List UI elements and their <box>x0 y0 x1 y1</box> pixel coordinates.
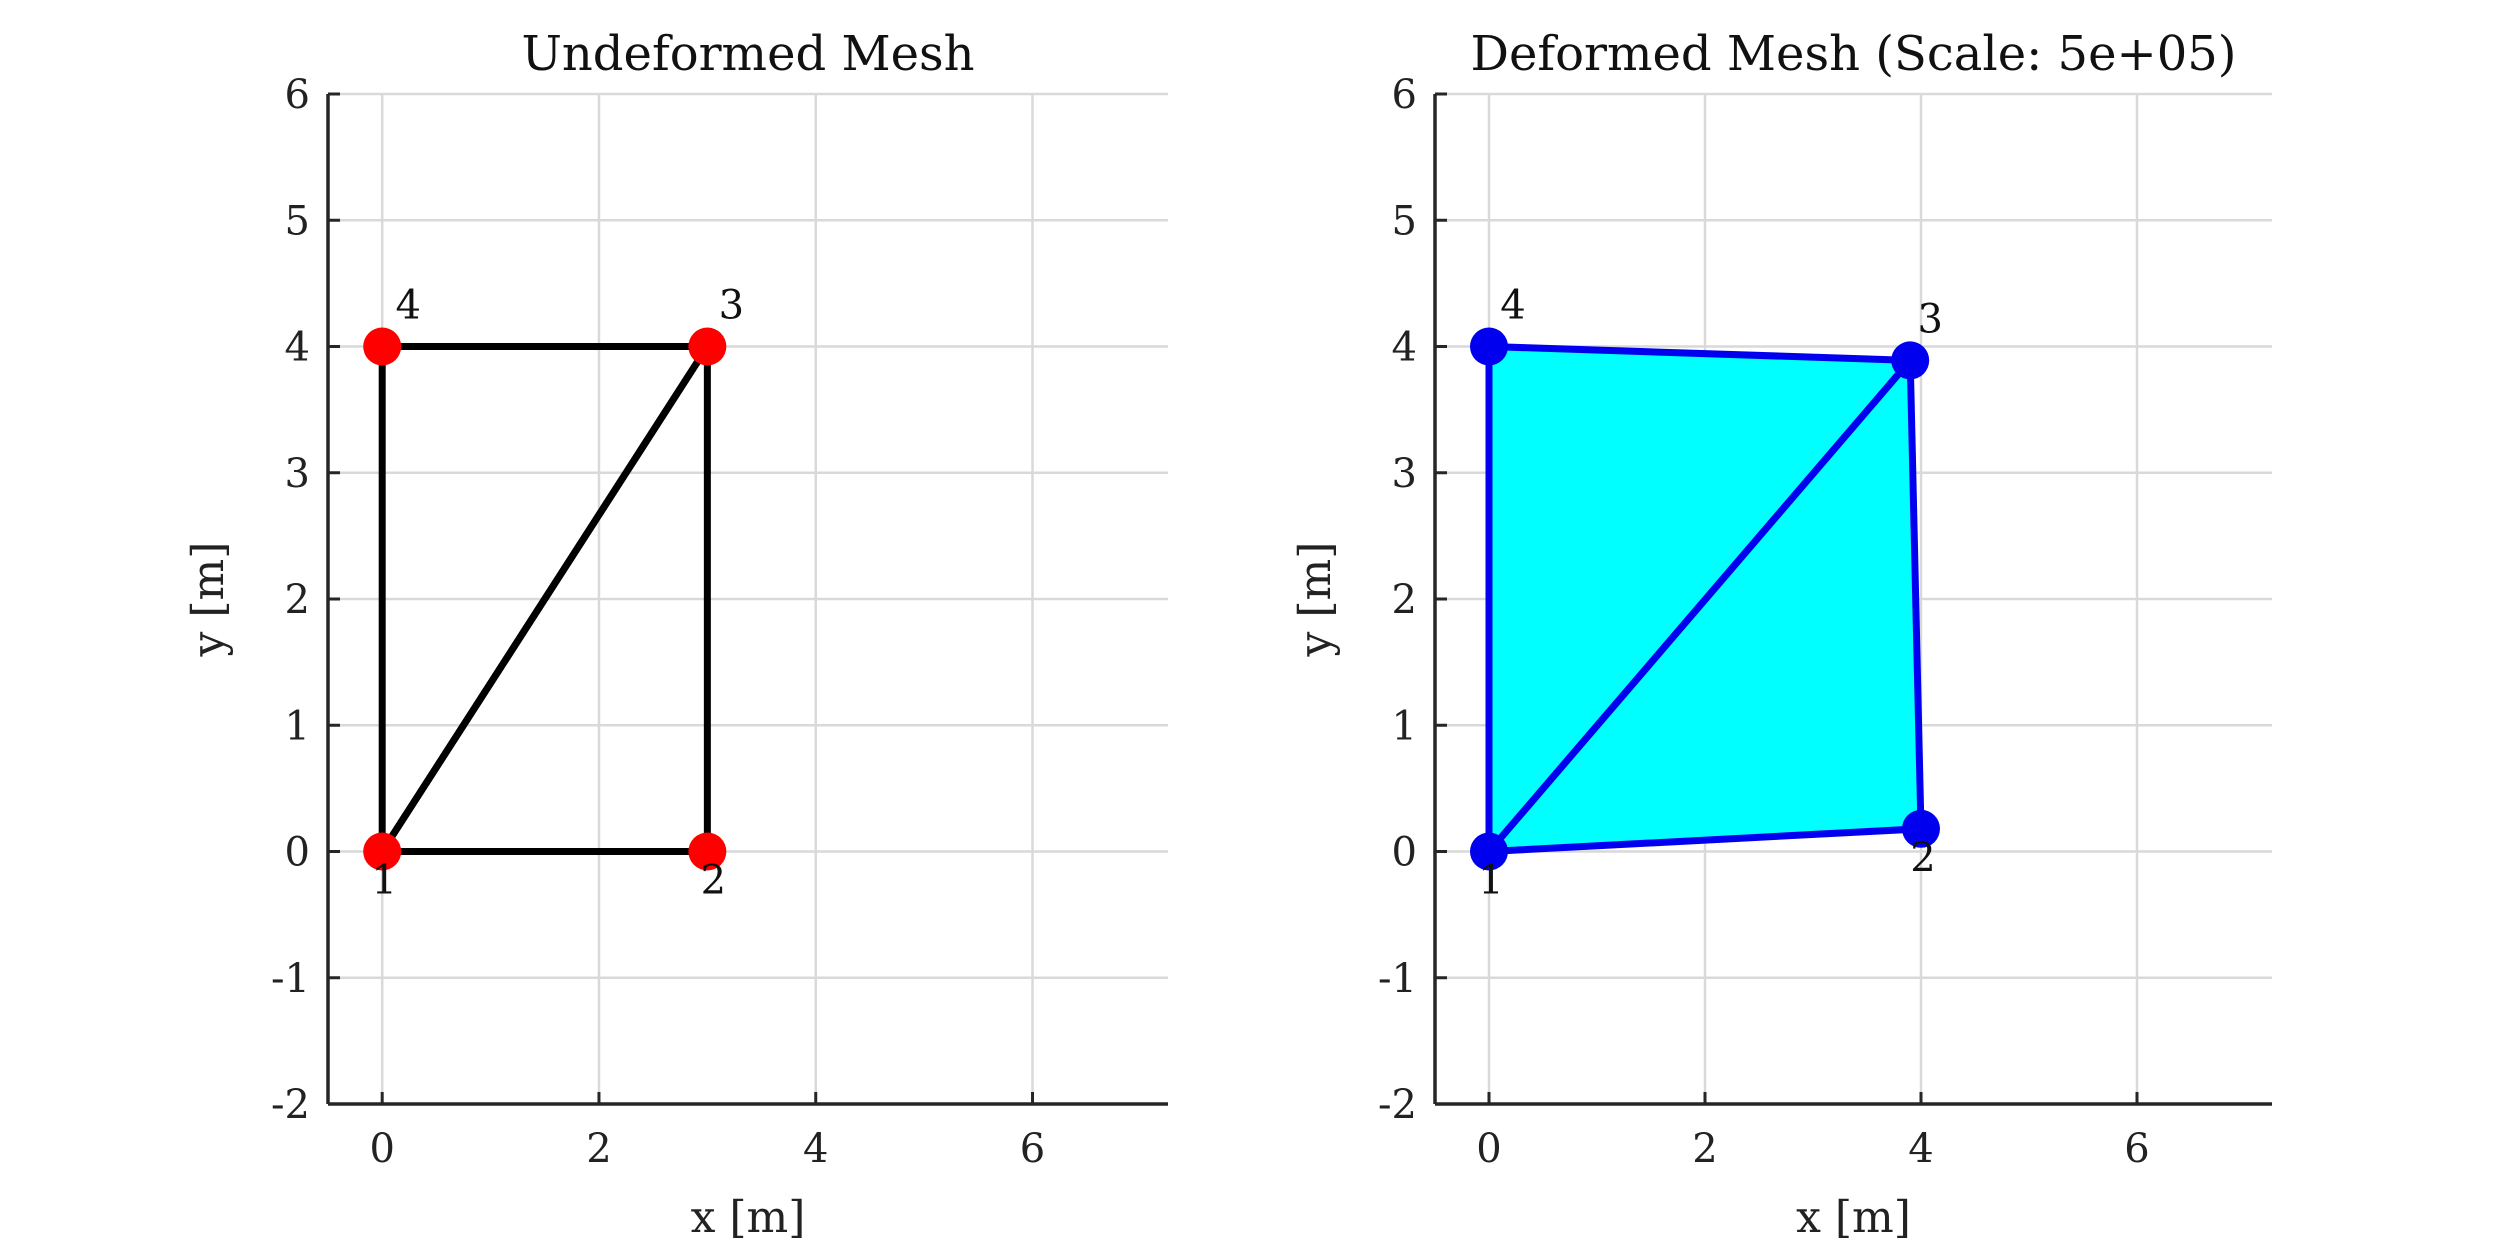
node-label: 2 <box>1910 835 1935 881</box>
y-axis-label: y [m] <box>183 542 234 658</box>
x-tick-label: 0 <box>369 1126 394 1172</box>
x-axis-label: x [m] <box>1796 1192 1911 1243</box>
y-tick-label: -1 <box>271 956 310 1002</box>
x-tick-label: 6 <box>1020 1126 1045 1172</box>
node-marker <box>688 832 727 871</box>
undeformed-mesh-plot: 0 2 4 6 -2 -1 0 1 2 3 4 5 6 1 2 3 4 Undeformed Mesh x [m] y… <box>183 26 1168 1243</box>
node-marker <box>1470 327 1508 366</box>
node-label: 1 <box>1478 858 1503 904</box>
y-tick-label: 5 <box>1392 198 1417 244</box>
mesh-elements <box>378 343 711 855</box>
mesh-element <box>1485 343 1914 855</box>
y-tick-label: 4 <box>1392 325 1417 371</box>
mesh-element <box>378 343 711 855</box>
y-tick-label: 2 <box>1392 577 1417 623</box>
x-tick-label: 0 <box>1476 1126 1501 1172</box>
node-marker <box>688 327 727 366</box>
chart-title: Deformed Mesh (Scale: 5e+05) <box>1470 26 2236 82</box>
x-tick-label: 2 <box>1692 1126 1717 1172</box>
axes: 0 2 4 6 -2 -1 0 1 2 3 4 5 6 <box>1378 72 2272 1172</box>
mesh-nodes: 1 2 3 4 <box>363 283 744 904</box>
y-tick-label: 0 <box>1392 830 1417 876</box>
node-marker <box>363 832 402 871</box>
x-tick-label: 4 <box>803 1126 828 1172</box>
y-tick-label: -1 <box>1378 956 1417 1002</box>
y-tick-label: 6 <box>1392 72 1417 118</box>
node-label: 4 <box>395 283 420 329</box>
y-tick-label: 5 <box>285 198 310 244</box>
node-label: 3 <box>719 283 744 329</box>
node-marker <box>1470 832 1508 871</box>
y-tick-label: 6 <box>285 72 310 118</box>
node-marker <box>1891 341 1930 380</box>
node-label: 1 <box>371 858 396 904</box>
x-tick-label: 4 <box>1908 1126 1933 1172</box>
y-tick-label: 2 <box>285 577 310 623</box>
node-label: 4 <box>1500 283 1525 329</box>
node-marker <box>363 327 402 366</box>
x-tick-label: 6 <box>2124 1126 2149 1172</box>
node-label: 3 <box>1917 296 1942 342</box>
y-tick-label: 4 <box>285 325 310 371</box>
x-tick-label: 2 <box>586 1126 611 1172</box>
y-tick-label: 3 <box>285 451 310 497</box>
y-tick-label: -2 <box>1378 1082 1417 1128</box>
axes: 0 2 4 6 -2 -1 0 1 2 3 4 5 6 <box>271 72 1168 1172</box>
mesh-nodes: 1 2 3 4 <box>1470 283 1943 904</box>
y-tick-label: 1 <box>285 703 310 749</box>
node-marker <box>1902 809 1940 848</box>
y-axis-label: y [m] <box>1290 542 1341 658</box>
y-tick-label: 0 <box>285 830 310 876</box>
x-axis-label: x [m] <box>691 1192 806 1243</box>
y-tick-label: 3 <box>1392 451 1417 497</box>
chart-title: Undeformed Mesh <box>521 26 974 82</box>
mesh-elements <box>1485 343 1925 855</box>
y-tick-label: 1 <box>1392 703 1417 749</box>
node-label: 2 <box>701 858 726 904</box>
y-tick-label: -2 <box>271 1082 310 1128</box>
deformed-mesh-plot: 0 2 4 6 -2 -1 0 1 2 3 4 5 6 1 2 3 4 Deformed Mesh (Scale:… <box>1290 26 2272 1243</box>
